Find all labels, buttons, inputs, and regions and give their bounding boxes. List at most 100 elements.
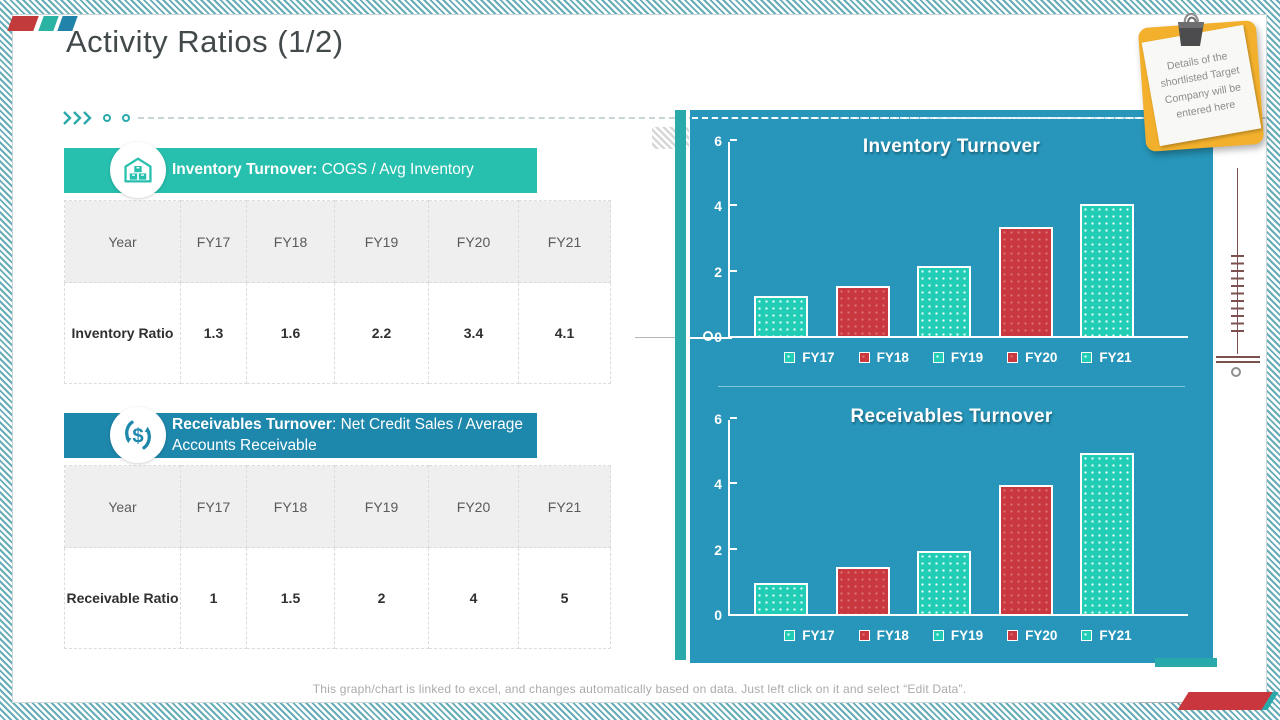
legend-label: FY20 (1025, 628, 1058, 643)
y-axis-tick-mark (730, 139, 737, 141)
legend-item-fy19[interactable]: FY19 (932, 628, 984, 643)
chart-divider-line (718, 386, 1185, 387)
legend-swatch (1081, 352, 1093, 363)
table-cell: 1 (180, 547, 247, 649)
chevrons-icon (63, 111, 92, 125)
table-cell: 1.6 (246, 282, 335, 384)
bar-fy20[interactable] (998, 485, 1053, 616)
bar-fy21[interactable] (1080, 204, 1134, 338)
legend-swatch (932, 352, 944, 363)
footer-note: This graph/chart is linked to excel, and… (312, 682, 967, 696)
legend-swatch (784, 630, 796, 641)
table-cell: 1.3 (180, 282, 247, 384)
plumb-bar-decoration (1216, 361, 1260, 363)
legend-item-fy21[interactable]: FY21 (1081, 350, 1132, 365)
legend-label: FY19 (950, 628, 984, 643)
table-cell: 2.2 (334, 282, 429, 384)
y-axis-tick-mark (730, 204, 737, 207)
column-header: Year (64, 200, 181, 283)
dashed-divider-white (692, 117, 1213, 119)
legend-label: FY18 (876, 628, 909, 643)
y-axis-tick-label: 6 (714, 411, 722, 427)
chart-legend: FY17 FY18 FY19 FY20 FY21 (728, 628, 1188, 643)
banner-bold-text: Inventory Turnover: (172, 161, 318, 179)
legend-item-fy17[interactable]: FY17 (784, 628, 835, 643)
legend-swatch (858, 352, 870, 363)
deco-circle (122, 114, 130, 122)
receivables-banner-text: Receivables Turnover: Net Credit Sales /… (172, 415, 529, 457)
legend-label: FY19 (950, 350, 984, 365)
page-title: Activity Ratios (1/2) (66, 24, 344, 59)
row-label: Receivable Ratio (64, 547, 181, 649)
bottom-connector-line (1138, 702, 1200, 703)
connector-circle (703, 331, 713, 341)
column-header: FY21 (518, 465, 611, 548)
table-cell: 5 (518, 547, 611, 649)
table-row: Inventory Ratio 1.3 1.6 2.2 3.4 4.1 (64, 282, 611, 384)
column-header: FY19 (334, 200, 429, 283)
column-header: FY19 (334, 465, 429, 548)
bar-fy18[interactable] (835, 286, 890, 338)
inventory-turnover-section: Inventory Turnover: COGS / Avg Inventory… (64, 142, 611, 384)
charts-panel[interactable]: Inventory Turnover 0 2 4 6 FY17 FY18 FY19 FY20… (690, 110, 1213, 663)
legend-swatch (858, 630, 870, 641)
sticky-note-text: Details of the shortlisted Target Compan… (1159, 50, 1242, 121)
bar-fy19[interactable] (917, 551, 971, 616)
column-header: Year (64, 465, 181, 548)
legend-label: FY17 (802, 628, 835, 643)
receivable-ratio-table: Year FY17 FY18 FY19 FY20 FY21 Receivable… (64, 465, 611, 649)
table-cell: 1.5 (246, 547, 335, 649)
bar-fy17[interactable] (754, 583, 808, 616)
bottom-teal-bar (1155, 658, 1217, 667)
bar-fy17[interactable] (754, 296, 808, 338)
bar-fy21[interactable] (1080, 453, 1134, 616)
inventory-banner-text: Inventory Turnover: COGS / Avg Inventory (172, 160, 474, 181)
y-axis-tick-label: 2 (714, 263, 722, 280)
bars-layer (728, 142, 1188, 338)
inventory-ratio-table: Year FY17 FY18 FY19 FY20 FY21 Inventory … (64, 200, 611, 384)
y-axis-tick-label: 4 (714, 476, 722, 493)
connector-line (635, 337, 675, 338)
table-cell: 3.4 (428, 282, 519, 384)
bar-fy20[interactable] (998, 227, 1053, 338)
legend-swatch (1007, 352, 1019, 363)
legend-label: FY17 (802, 350, 835, 365)
y-axis-tick-mark (730, 547, 737, 550)
legend-label: FY21 (1099, 628, 1132, 643)
legend-item-fy18[interactable]: FY18 (858, 350, 909, 365)
plumb-bar-decoration (1216, 356, 1260, 358)
warehouse-icon (110, 142, 166, 198)
receivables-turnover-section: $ Receivables Turnover: Net Credit Sales… (64, 407, 611, 649)
y-axis-tick-mark (730, 269, 737, 272)
plumb-circle-decoration (1231, 367, 1241, 377)
column-header: FY17 (180, 200, 247, 283)
chart-title: Receivables Turnover (850, 406, 1053, 427)
table-cell: 2 (334, 547, 429, 649)
legend-label: FY21 (1099, 350, 1132, 365)
legend-item-fy20[interactable]: FY20 (1007, 350, 1057, 365)
table-cell: 4.1 (518, 282, 611, 384)
legend-item-fy18[interactable]: FY18 (858, 628, 909, 643)
y-axis-tick-label: 6 (714, 133, 722, 149)
y-axis-tick-label: 2 (714, 541, 722, 558)
column-header: FY20 (428, 465, 519, 548)
y-axis-tick-mark (730, 417, 737, 419)
legend-swatch (1081, 630, 1093, 641)
teal-stripe-decoration (675, 110, 686, 660)
legend-item-fy17[interactable]: FY17 (784, 350, 835, 365)
column-header: FY17 (180, 465, 247, 548)
bar-fy18[interactable] (835, 567, 890, 616)
banner-rest-text: COGS / Avg Inventory (317, 161, 474, 179)
legend-swatch (784, 352, 796, 363)
legend-item-fy20[interactable]: FY20 (1007, 628, 1057, 643)
chart-legend: FY17 FY18 FY19 FY20 FY21 (728, 350, 1188, 365)
legend-swatch (1007, 630, 1019, 641)
legend-item-fy19[interactable]: FY19 (932, 350, 984, 365)
bar-fy19[interactable] (917, 266, 971, 338)
legend-item-fy21[interactable]: FY21 (1081, 628, 1132, 643)
row-label: Inventory Ratio (64, 282, 181, 384)
banner-rest-text: : Net Credit Sales / Average Accounts Re… (172, 415, 523, 454)
column-header: FY18 (246, 465, 335, 548)
